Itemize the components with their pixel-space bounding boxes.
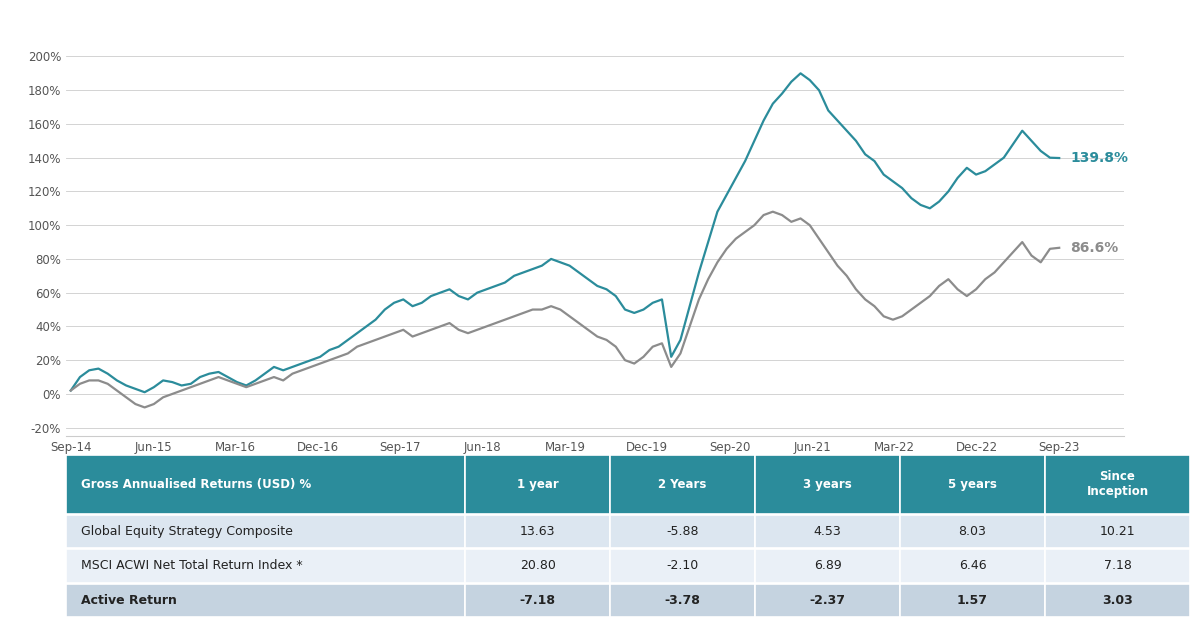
Text: 1 year: 1 year (517, 478, 559, 491)
Text: -2.10: -2.10 (666, 559, 698, 573)
Text: 5 years: 5 years (948, 478, 996, 491)
Text: 13.63: 13.63 (519, 525, 555, 538)
Text: 86.6%: 86.6% (1070, 241, 1119, 255)
Text: 20.80: 20.80 (519, 559, 555, 573)
Text: Global Equity Strategy Composite: Global Equity Strategy Composite (81, 525, 292, 538)
Text: -5.88: -5.88 (666, 525, 698, 538)
Legend: Nikko AM Global Equity, MSCI ACWI Net Total Return Index *: Nikko AM Global Equity, MSCI ACWI Net To… (125, 495, 603, 518)
Text: 6.46: 6.46 (959, 559, 987, 573)
Text: 3 years: 3 years (803, 478, 852, 491)
Text: 8.03: 8.03 (958, 525, 987, 538)
Text: 1.57: 1.57 (957, 594, 988, 607)
Text: -2.37: -2.37 (809, 594, 845, 607)
Text: 10.21: 10.21 (1100, 525, 1136, 538)
Text: 4.53: 4.53 (814, 525, 841, 538)
Text: Active Return: Active Return (81, 594, 177, 607)
Text: Gross Annualised Returns (USD) %: Gross Annualised Returns (USD) % (81, 478, 311, 491)
Text: Since
Inception: Since Inception (1087, 470, 1149, 498)
Text: 3.03: 3.03 (1102, 594, 1132, 607)
Text: 139.8%: 139.8% (1070, 151, 1129, 165)
Text: MSCI ACWI Net Total Return Index *: MSCI ACWI Net Total Return Index * (81, 559, 302, 573)
Text: 2 Years: 2 Years (659, 478, 707, 491)
Text: 6.89: 6.89 (814, 559, 841, 573)
Text: -3.78: -3.78 (665, 594, 701, 607)
Text: 7.18: 7.18 (1103, 559, 1131, 573)
Text: -7.18: -7.18 (519, 594, 555, 607)
